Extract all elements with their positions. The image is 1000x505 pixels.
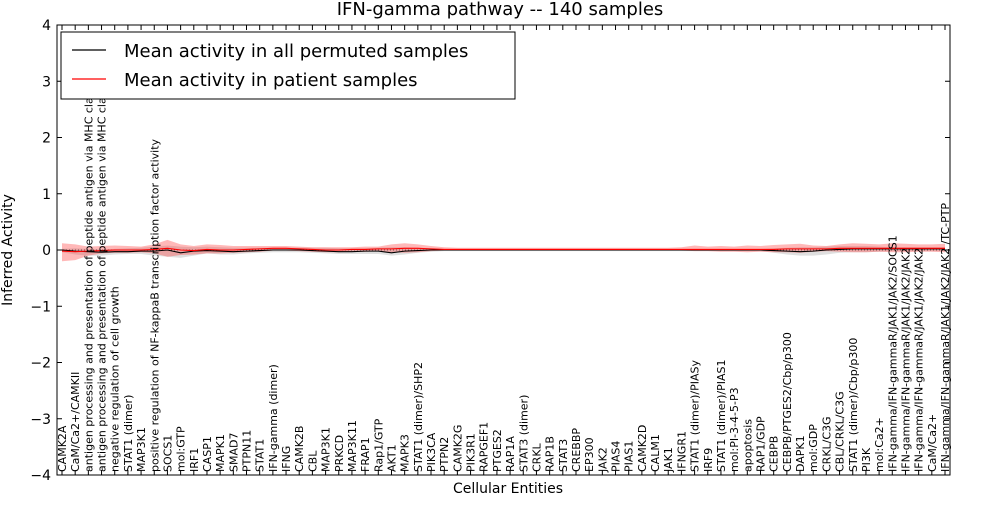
x-tick-label: CALM1: [649, 434, 662, 472]
x-tick-label: JAK2: [596, 447, 609, 473]
x-tick-label: IFNGR1: [675, 431, 688, 472]
chart-title: IFN-gamma pathway -- 140 samples: [337, 0, 664, 20]
x-tick-label: MAPK1: [214, 434, 227, 472]
x-tick-label: RAP1/GDP: [754, 416, 767, 472]
series-lines: [61, 247, 945, 254]
y-tick-label: −2: [30, 356, 51, 372]
x-tick-label: CEBPB: [768, 436, 781, 472]
x-tick-label: CAMK2G: [451, 425, 464, 472]
x-tick-label: PIAS1: [623, 441, 636, 472]
y-tick-label: −1: [30, 299, 51, 315]
x-tick-label: DAPK1: [794, 435, 807, 472]
x-tick-label: STAT1 (dimer)/Cbp/p300: [847, 338, 860, 472]
x-axis: CAMK2A CaM/Ca2+/CAMKII antigen processing …: [56, 25, 952, 475]
x-tick-label: PTPN11: [241, 430, 254, 472]
legend-label-permuted: Mean activity in all permuted samples: [124, 41, 468, 62]
line-permuted-mean: [61, 248, 945, 254]
x-tick-label: CAMK2A: [56, 425, 69, 472]
x-tick-label: mol:Ca2+: [873, 417, 886, 472]
y-tick-label: 0: [42, 243, 51, 259]
y-axis: −4 −3 −2 −1 0 1 2 3 4: [30, 18, 950, 484]
legend-label-patient: Mean activity in patient samples: [124, 70, 418, 91]
x-tick-label: STAT3 (dimer): [517, 395, 530, 472]
y-tick-label: 3: [42, 74, 51, 90]
x-tick-label: STAT1 (dimer)/PIASy: [689, 360, 702, 472]
x-tick-label: CAMK2D: [636, 425, 649, 472]
x-tick-label: CRKL: [530, 442, 543, 472]
x-tick-label: MAPK3: [399, 434, 412, 472]
x-tick-label: CBL/CRKL/C3G: [834, 391, 847, 472]
x-tick-label: CaM/Ca2+: [926, 414, 939, 472]
x-tick-label: STAT1 (dimer)/PIAS1: [715, 360, 728, 472]
y-tick-label: 2: [42, 131, 51, 147]
x-tick-label: PIAS4: [610, 441, 623, 472]
x-tick-label: RAP1B: [544, 436, 557, 472]
x-tick-label: IFN-gamma (dimer): [267, 364, 280, 472]
y-tick-label: −3: [30, 412, 51, 428]
x-tick-label: IRF9: [702, 448, 715, 472]
line-patient-mean: [61, 247, 945, 253]
x-tick-label: CAMK2B: [293, 426, 306, 472]
x-tick-label: PTGES2: [491, 429, 504, 472]
x-tick-label: MAP3K1: [320, 427, 333, 472]
x-tick-label: STAT3: [557, 439, 570, 472]
x-tick-label: JAK1: [662, 447, 675, 473]
x-axis-label: Cellular Entities: [453, 481, 563, 497]
y-tick-label: −4: [30, 468, 51, 484]
y-tick-label: 4: [42, 18, 51, 34]
x-tick-label: EP300: [583, 437, 596, 472]
x-tick-label: mol:GTP: [175, 426, 188, 472]
y-tick-label: 1: [42, 187, 51, 203]
x-tick-label: RAP1A: [504, 436, 517, 472]
x-tick-label: IRF1: [188, 448, 201, 472]
x-tick-label: positive regulation of NF-kappaB transcr…: [148, 138, 161, 472]
x-tick-label: RAPGEF1: [478, 422, 491, 472]
x-tick-label: CRKL/C3G: [820, 416, 833, 472]
x-tick-label: SOCS1: [161, 435, 174, 472]
x-tick-label: STAT1 (dimer)/SHP2: [412, 362, 425, 472]
x-tick-label: antigen processing and presentation of p…: [82, 79, 95, 472]
x-tick-label: FRAP1: [359, 437, 372, 472]
x-tick-label: STAT1 (dimer): [122, 395, 135, 472]
x-tick-label: SMAD7: [227, 433, 240, 472]
x-tick-label: IFN-gamma/IFN-gammaR/JAK1/JAK2/JAK2: [899, 248, 912, 472]
x-tick-label: antigen processing and presentation of p…: [96, 76, 109, 472]
x-tick-label: PRKCD: [333, 435, 346, 472]
x-tick-label: MAP3K11: [346, 420, 359, 472]
x-tick-label: negative regulation of cell growth: [109, 286, 122, 472]
x-tick-label: PI3K: [860, 447, 873, 472]
x-tick-label: PTPN2: [438, 437, 451, 472]
x-tick-label: CEBPB/PTGES2/Cbp/p300: [781, 332, 794, 472]
x-tick-label: apoptosis: [741, 419, 754, 472]
legend-box: [60, 31, 516, 100]
x-tick-label: IFN-gamma/IFN-gammaR/JAK1/JAK2/SOCS1: [886, 235, 899, 472]
x-tick-label: STAT1: [254, 439, 267, 472]
x-tick-label: mol:PI-3-4-5-P3: [728, 387, 741, 472]
x-tick-label: AKT1: [385, 444, 398, 472]
x-tick-label: mol:GDP: [807, 424, 820, 472]
x-tick-label: IFN-gamma/IFN-gammaR/JAK1/JAK2/JAK2 /TC-…: [939, 203, 952, 472]
legend[interactable]: Mean activity in all permuted samples Me…: [60, 31, 516, 100]
x-tick-label: CASP1: [201, 436, 214, 472]
x-tick-label: MAP3K1: [135, 427, 148, 472]
x-tick-label: PIK3R1: [465, 433, 478, 472]
x-tick-label: Rap1/GTP: [372, 418, 385, 472]
x-tick-label: CBL: [306, 450, 319, 472]
x-tick-label: CREBBP: [570, 428, 583, 472]
x-tick-label: IFNG: [280, 446, 293, 472]
y-axis-label: Inferred Activity: [0, 194, 16, 306]
x-tick-label: CaM/Ca2+/CAMKII: [69, 372, 82, 472]
x-tick-label: PIK3CA: [425, 432, 438, 472]
x-tick-label: IFN-gamma/IFN-gammaR/JAK1/JAK2/JAK2: [913, 248, 926, 472]
